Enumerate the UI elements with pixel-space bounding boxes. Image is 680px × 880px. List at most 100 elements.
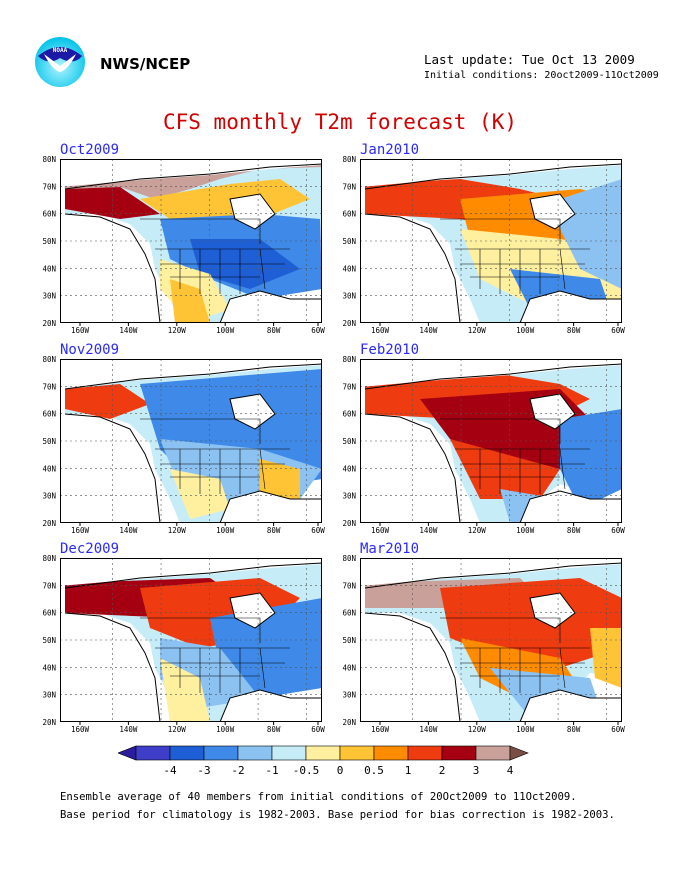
colorbar-label: -3 — [197, 764, 210, 777]
lon-tick-label: 160W — [71, 526, 90, 535]
colorbar-swatch — [509, 745, 529, 761]
lat-tick-label: 50N — [42, 437, 56, 446]
colorbar-label: 0.5 — [364, 764, 384, 777]
forecast-map-panel — [60, 159, 322, 323]
note-line: Ensemble average of 40 members from init… — [60, 791, 577, 803]
noaa-logo-icon: NOAA — [35, 37, 85, 87]
lat-tick-label: 80N — [342, 155, 356, 164]
lat-tick-label: 60N — [342, 210, 356, 219]
lat-tick-label: 40N — [342, 663, 356, 672]
lat-tick-label: 70N — [342, 581, 356, 590]
lon-tick-label: 100W — [516, 725, 535, 734]
lat-tick-label: 80N — [342, 355, 356, 364]
lon-tick-label: 100W — [516, 326, 535, 335]
lat-tick-label: 30N — [342, 691, 356, 700]
forecast-map-panel — [360, 359, 622, 523]
lat-tick-label: 50N — [42, 636, 56, 645]
lon-tick-label: 60W — [311, 326, 325, 335]
lat-tick-label: 30N — [342, 292, 356, 301]
lon-tick-label: 80W — [267, 526, 281, 535]
lat-tick-label: 70N — [42, 182, 56, 191]
colorbar: -4 -3 -2 -1 -0.5 0 0.5 1 2 3 4 — [118, 745, 529, 777]
colorbar-label: -2 — [231, 764, 244, 777]
lat-tick-label: 40N — [42, 464, 56, 473]
colorbar-swatch — [203, 745, 239, 761]
colorbar-swatch — [271, 745, 307, 761]
lat-tick-label: 80N — [42, 554, 56, 563]
last-update: Last update: Tue Oct 13 2009 — [424, 52, 635, 67]
colorbar-label: -0.5 — [293, 764, 320, 777]
lat-tick-label: 60N — [42, 609, 56, 618]
forecast-map-panel — [360, 159, 622, 323]
colorbar-swatch — [305, 745, 341, 761]
lon-tick-label: 160W — [71, 326, 90, 335]
lon-tick-label: 160W — [371, 526, 390, 535]
lon-tick-label: 160W — [371, 326, 390, 335]
colorbar-swatch — [237, 745, 273, 761]
colorbar-swatch — [339, 745, 375, 761]
lon-tick-label: 100W — [516, 526, 535, 535]
forecast-map-panel — [360, 558, 622, 722]
colorbar-swatch — [135, 745, 171, 761]
lon-tick-label: 120W — [168, 326, 187, 335]
lat-tick-label: 50N — [342, 237, 356, 246]
lat-tick-label: 60N — [342, 609, 356, 618]
lat-tick-label: 20N — [42, 319, 56, 328]
lon-tick-label: 120W — [468, 725, 487, 734]
lat-tick-label: 20N — [342, 319, 356, 328]
colorbar-swatch — [169, 745, 205, 761]
lon-tick-label: 80W — [267, 326, 281, 335]
panel-title: Oct2009 — [60, 142, 120, 158]
lat-tick-label: 80N — [42, 155, 56, 164]
lat-tick-label: 30N — [42, 691, 56, 700]
lat-tick-label: 70N — [342, 382, 356, 391]
lon-tick-label: 120W — [468, 526, 487, 535]
page-title: CFS monthly T2m forecast (K) — [162, 110, 517, 134]
forecast-map-panel — [60, 558, 322, 722]
org-name: NWS/NCEP — [100, 55, 191, 73]
lat-tick-label: 70N — [42, 581, 56, 590]
panel-title: Dec2009 — [60, 541, 120, 557]
lat-tick-label: 60N — [42, 410, 56, 419]
lon-tick-label: 100W — [216, 725, 235, 734]
lon-tick-label: 60W — [611, 326, 625, 335]
lat-tick-label: 20N — [342, 519, 356, 528]
notes: Ensemble average of 40 members from init… — [60, 788, 615, 824]
lat-tick-label: 50N — [342, 437, 356, 446]
lon-tick-label: 60W — [311, 725, 325, 734]
lon-tick-label: 160W — [371, 725, 390, 734]
lat-tick-label: 20N — [42, 519, 56, 528]
panel-title: Jan2010 — [360, 142, 420, 158]
lon-tick-label: 80W — [567, 725, 581, 734]
colorbar-label: -1 — [265, 764, 278, 777]
lon-tick-label: 120W — [468, 326, 487, 335]
lat-tick-label: 80N — [42, 355, 56, 364]
lon-tick-label: 60W — [611, 526, 625, 535]
lat-tick-label: 30N — [42, 492, 56, 501]
colorbar-label: 2 — [439, 764, 446, 777]
forecast-map-panel — [60, 359, 322, 523]
lon-tick-label: 80W — [567, 326, 581, 335]
svg-text:NOAA: NOAA — [53, 47, 68, 54]
panel-title: Nov2009 — [60, 342, 120, 358]
lat-tick-label: 40N — [342, 464, 356, 473]
lat-tick-label: 60N — [342, 410, 356, 419]
lon-tick-label: 100W — [216, 326, 235, 335]
colorbar-label: 3 — [473, 764, 480, 777]
lat-tick-label: 20N — [342, 718, 356, 727]
colorbar-swatch — [441, 745, 477, 761]
lat-tick-label: 80N — [342, 554, 356, 563]
lon-tick-label: 80W — [267, 725, 281, 734]
lon-tick-label: 100W — [216, 526, 235, 535]
lon-tick-label: 140W — [119, 526, 138, 535]
lat-tick-label: 40N — [42, 663, 56, 672]
lon-tick-label: 140W — [119, 725, 138, 734]
colorbar-label: 4 — [507, 764, 514, 777]
lon-tick-label: 140W — [419, 326, 438, 335]
lon-tick-label: 60W — [611, 725, 625, 734]
lon-tick-label: 140W — [419, 526, 438, 535]
note-line: Base period for climatology is 1982-2003… — [60, 809, 615, 821]
colorbar-label: 1 — [405, 764, 412, 777]
initial-conditions: Initial conditions: 20oct2009-11Oct2009 — [424, 70, 659, 81]
lat-tick-label: 30N — [42, 292, 56, 301]
